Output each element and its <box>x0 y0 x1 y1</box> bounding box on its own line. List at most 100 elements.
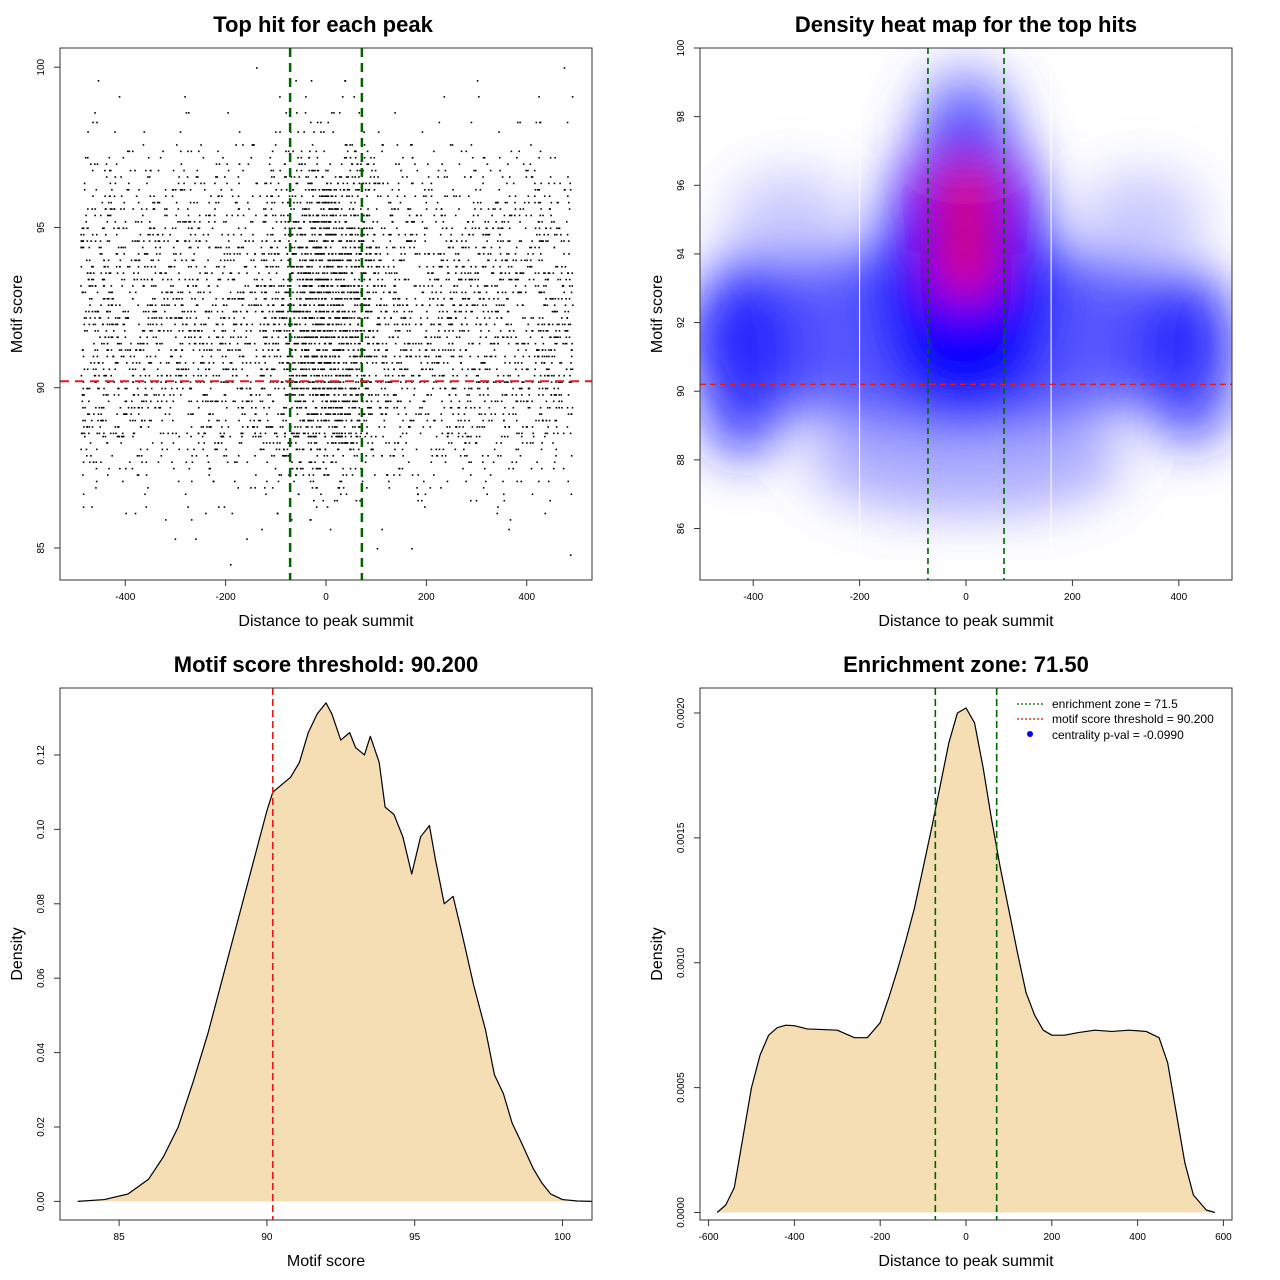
scatter-point <box>226 214 228 217</box>
scatter-point <box>396 272 398 274</box>
scatter-point <box>294 310 296 313</box>
scatter-point <box>303 387 305 390</box>
scatter-point <box>363 227 366 230</box>
scatter-point <box>491 214 493 217</box>
scatter-point <box>291 406 293 409</box>
scatter-point <box>227 240 230 242</box>
scatter-point <box>313 435 316 438</box>
scatter-point <box>446 432 449 435</box>
scatter-point <box>336 448 339 451</box>
scatter-point <box>328 221 330 223</box>
scatter-point <box>548 419 551 422</box>
scatter-point <box>312 432 315 435</box>
scatter-point <box>381 285 383 287</box>
scatter-point <box>339 240 341 242</box>
scatter-point <box>468 394 470 396</box>
scatter-point <box>422 400 425 403</box>
scatter-point <box>346 297 349 300</box>
scatter-point <box>241 413 244 415</box>
scatter-point <box>350 419 353 422</box>
scatter-point <box>543 291 545 294</box>
scatter-point <box>318 304 321 306</box>
scatter-point <box>139 448 142 451</box>
scatter-point <box>358 419 361 422</box>
scatter-point <box>460 304 462 306</box>
scatter-point <box>343 323 346 326</box>
scatter-point <box>425 355 428 358</box>
scatter-point <box>317 246 320 249</box>
scatter-point <box>269 182 272 185</box>
scatter-point <box>351 426 354 428</box>
scatter-point <box>259 323 262 326</box>
scatter-point <box>353 227 356 230</box>
scatter-point <box>479 394 481 396</box>
scatter-point <box>305 304 307 306</box>
scatter-point <box>315 435 317 438</box>
scatter-point <box>313 330 316 332</box>
scatter-point <box>264 362 267 364</box>
scatter-point <box>163 330 165 332</box>
scatter-point <box>105 374 108 377</box>
scatter-point <box>237 208 240 210</box>
scatter-point <box>383 227 386 230</box>
scatter-point <box>344 394 347 396</box>
scatter-point <box>399 246 402 249</box>
scatter-point <box>306 246 308 249</box>
scatter-point <box>293 265 295 268</box>
scatter-point <box>328 208 330 210</box>
scatter-point <box>549 227 552 230</box>
scatter-point <box>342 400 345 403</box>
scatter-point <box>312 381 314 383</box>
scatter-point <box>315 506 318 508</box>
scatter-point <box>357 317 359 319</box>
scatter-point <box>443 297 445 300</box>
scatter-point <box>354 265 356 268</box>
scatter-point <box>435 435 438 438</box>
scatter-point <box>337 259 339 262</box>
scatter-point <box>523 201 526 204</box>
scatter-point <box>408 342 411 345</box>
scatter-point <box>351 394 353 396</box>
scatter-point <box>240 323 242 326</box>
scatter-point <box>287 221 290 223</box>
scatter-point <box>450 442 453 444</box>
scatter-point <box>82 291 84 294</box>
scatter-point <box>436 304 439 306</box>
scatter-point <box>134 419 137 422</box>
scatter-point <box>442 362 445 364</box>
scatter-point <box>243 317 245 319</box>
scatter-point <box>320 233 322 236</box>
scatter-point <box>120 246 123 249</box>
scatter-point <box>568 278 571 281</box>
scatter-point <box>487 455 489 457</box>
scatter-point <box>178 435 180 438</box>
scatter-point <box>437 176 439 178</box>
scatter-point <box>427 272 429 274</box>
scatter-point <box>246 426 249 428</box>
scatter-point <box>299 278 301 281</box>
scatter-point <box>254 432 256 435</box>
scatter-point <box>347 176 350 178</box>
scatter-point <box>244 285 247 287</box>
scatter-point <box>399 201 402 204</box>
scatter-point <box>269 265 272 268</box>
scatter-point <box>201 400 204 403</box>
scatter-point <box>334 330 337 332</box>
scatter-point <box>205 214 207 217</box>
scatter-point <box>316 419 319 422</box>
scatter-point <box>396 400 399 403</box>
scatter-point <box>315 259 318 262</box>
scatter-point <box>161 342 163 345</box>
scatter-point <box>413 221 415 223</box>
scatter-point <box>160 400 163 403</box>
scatter-point <box>222 362 224 364</box>
scatter-point <box>338 342 341 345</box>
scatter-point <box>325 246 327 249</box>
scatter-point <box>146 278 149 281</box>
scatter-point <box>229 563 232 566</box>
scatter-point <box>322 310 324 313</box>
scatter-point <box>282 214 285 217</box>
scatter-point <box>520 362 523 364</box>
scatter-point <box>248 304 250 306</box>
scatter-point <box>437 278 440 281</box>
